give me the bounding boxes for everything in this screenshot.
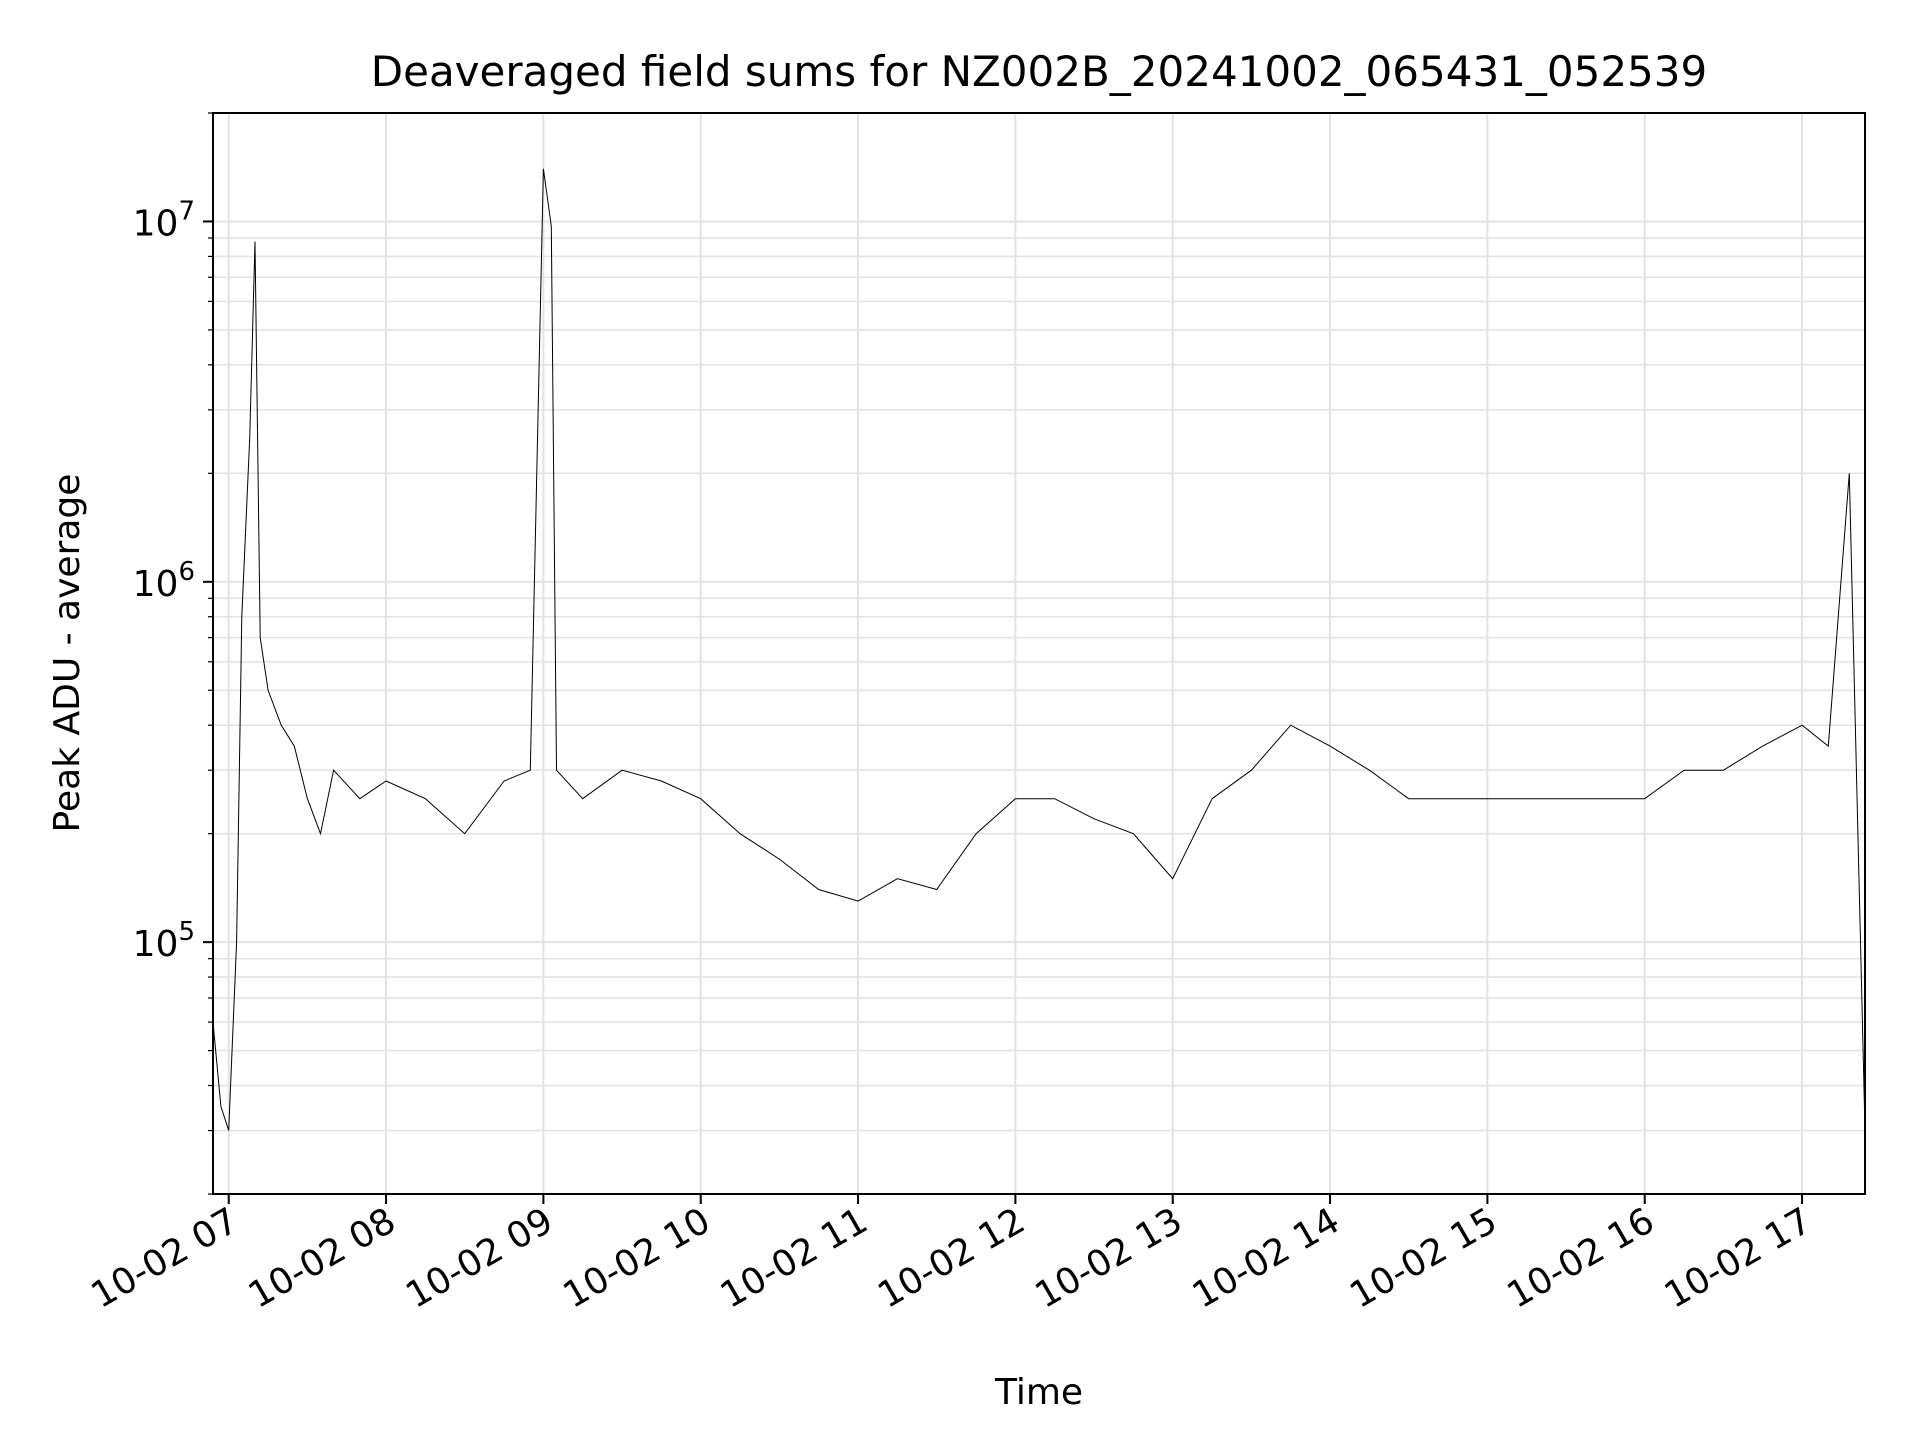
plot-frame <box>212 112 1866 1195</box>
y-tick-label: 107 <box>133 196 195 244</box>
y-axis-label: Peak ADU - average <box>47 474 88 833</box>
x-axis-label: Time <box>994 1372 1083 1413</box>
series-line <box>212 168 1866 1131</box>
chart-title: Deaveraged field sums for NZ002B_2024100… <box>371 47 1707 96</box>
y-axis-ticks: 105 106 107 <box>133 112 213 1195</box>
y-tick-label: 106 <box>133 557 195 605</box>
grid <box>213 112 1865 1195</box>
y-tick-label: 105 <box>133 917 195 965</box>
